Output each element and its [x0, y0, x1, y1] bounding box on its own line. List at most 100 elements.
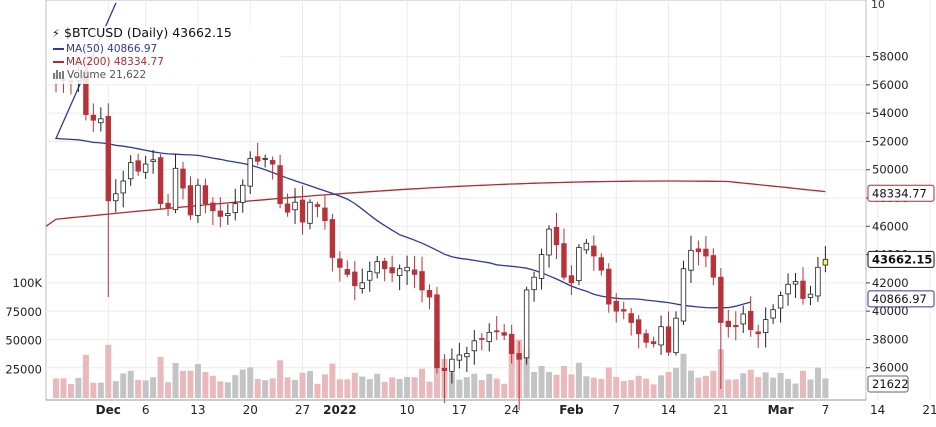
price-axis-top-label: 10 [871, 0, 885, 11]
candle-body [426, 289, 433, 298]
candle-body [621, 309, 627, 312]
legend-background [49, 26, 281, 84]
volume-bar [157, 356, 164, 398]
volume-bars [53, 339, 829, 398]
volume-bar [112, 381, 119, 398]
date-tick-label: 2022 [323, 403, 356, 417]
volume-bar [277, 360, 284, 398]
candle-body [105, 116, 111, 202]
volume-bar [396, 379, 403, 398]
volume-bar [785, 378, 792, 398]
volume-tick-label: 100K [13, 276, 43, 290]
date-tick-label: Feb [559, 403, 584, 417]
volume-bar [202, 371, 209, 398]
volume-bar [613, 376, 620, 398]
candle-body [628, 313, 634, 323]
volume-bar [650, 384, 657, 398]
volume-bar [82, 354, 89, 398]
candle-body [740, 313, 746, 325]
candle-body [404, 266, 410, 272]
candle-body [210, 202, 216, 212]
candle-body [269, 159, 276, 165]
candle-body [389, 267, 395, 274]
candle-body [755, 331, 761, 335]
candle-body [172, 167, 179, 211]
volume-bar [359, 376, 366, 398]
candle-body [508, 333, 515, 354]
volume-bar [381, 381, 388, 398]
candle-body [157, 157, 164, 205]
candle-body [202, 185, 209, 205]
date-tick-label: Mar [768, 403, 794, 417]
candle-body [635, 319, 642, 335]
candle-body [561, 243, 567, 278]
volume-bar [217, 381, 224, 398]
candle-body [344, 269, 351, 275]
volume-bar [209, 375, 216, 398]
volume-bar [762, 372, 769, 398]
candle-body [254, 156, 261, 162]
candle-body [591, 245, 597, 257]
chart-title-icon: ⚡ [52, 27, 60, 40]
volume-bar [792, 383, 799, 398]
candle-body [247, 157, 253, 187]
price-tick-label: 40000 [872, 304, 909, 318]
volume-bar [75, 377, 82, 398]
candle-body [299, 199, 306, 223]
volume-bar [523, 349, 530, 398]
candle-body [748, 310, 754, 330]
volume-bar [725, 379, 732, 398]
candle-body [262, 157, 268, 160]
price-tick-label: 52000 [872, 134, 909, 148]
volume-bar [389, 377, 396, 398]
volume-bar [695, 377, 702, 398]
candle-body [576, 247, 582, 282]
candle-body [284, 203, 291, 213]
volume-legend-label: Volume 21,622 [67, 69, 146, 81]
candle-body [777, 295, 784, 309]
volume-bar [822, 378, 829, 398]
date-tick-label: 17 [452, 403, 467, 417]
candle-body [770, 309, 776, 319]
candle-body [568, 275, 575, 284]
volume-bar [329, 363, 336, 398]
candle-body [419, 271, 425, 291]
candle-body [352, 271, 358, 287]
volume-bar [269, 378, 276, 398]
price-tick-label: 56000 [872, 78, 909, 92]
volume-bar [590, 377, 597, 398]
candle-body [381, 260, 388, 270]
volume-bar [755, 377, 762, 398]
volume-bar [583, 376, 590, 398]
volume-bar [635, 375, 642, 398]
candle-body [792, 281, 799, 285]
candle-body [464, 353, 470, 358]
candle-body [733, 325, 739, 328]
volume-bar [67, 384, 74, 398]
volume-bar [120, 373, 127, 398]
date-tick-label: 13 [190, 403, 205, 417]
volume-bar [747, 369, 754, 398]
ma200-value-tag: 48334.77 [872, 186, 927, 200]
candle-body [553, 226, 560, 246]
volume-bar [224, 382, 231, 398]
date-tick-label: 10 [399, 403, 414, 417]
candle-body [598, 257, 605, 271]
price-tick-label: 54000 [872, 106, 909, 120]
candle-body [292, 201, 298, 211]
candle-body [583, 242, 590, 251]
volume-bar [643, 378, 650, 398]
candle-body [501, 332, 507, 336]
volume-bar [232, 375, 239, 398]
candle-body [695, 248, 702, 253]
candle-body [150, 159, 156, 162]
volume-bar [560, 365, 567, 398]
volume-bar [150, 377, 157, 398]
candle-body [367, 271, 373, 281]
candle-body [785, 283, 791, 295]
volume-bar [710, 370, 717, 398]
volume-bar [404, 377, 411, 398]
volume-bar [508, 339, 515, 398]
candle-body [142, 163, 149, 173]
right-value-labels: 48334.77 43662.15 40866.97 21622 [867, 184, 935, 393]
